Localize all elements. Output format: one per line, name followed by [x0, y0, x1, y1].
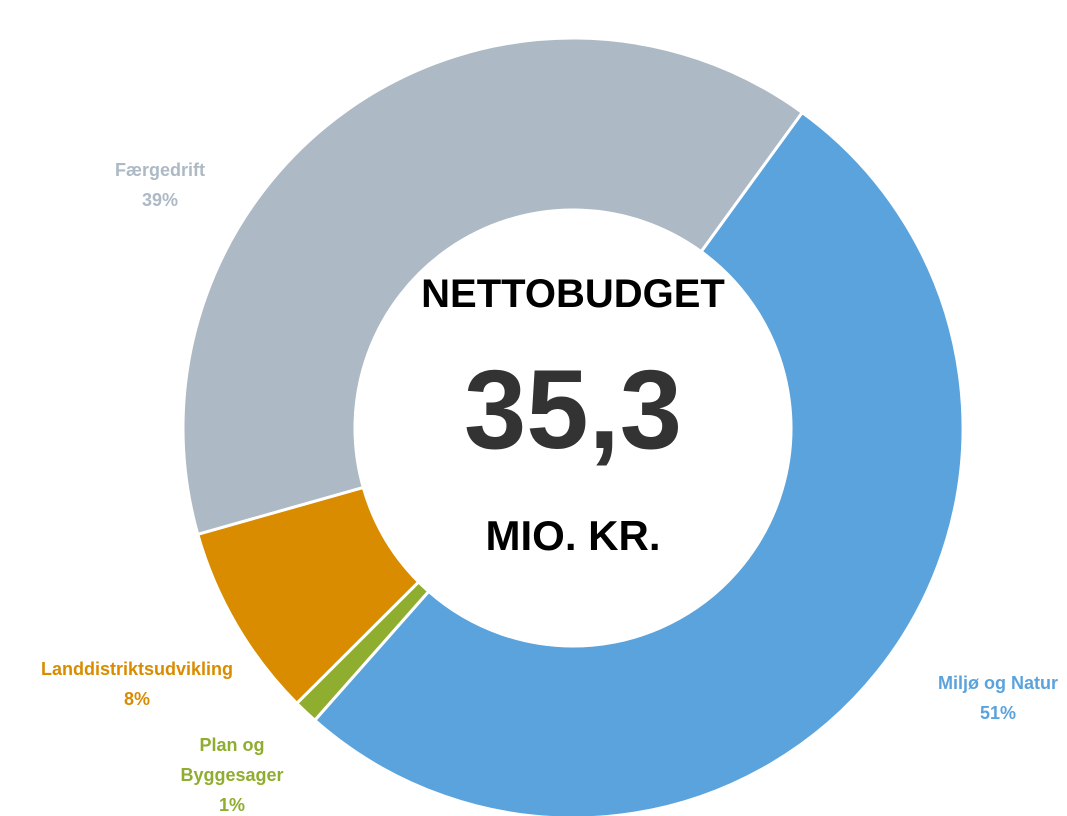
value-label: 51% — [979, 703, 1017, 723]
center-value: 35,3 — [464, 347, 682, 472]
slice-label: Færgedrift 39% — [80, 155, 240, 215]
donut-slice — [312, 110, 965, 816]
slice-label: Landdistriktsudvikling 8% — [7, 654, 267, 714]
category-label: Miljø og Natur — [938, 673, 1058, 693]
value-label: 1% — [218, 795, 245, 815]
category-label: Landdistriktsudvikling — [40, 659, 234, 679]
category-label: Plan og Byggesager — [180, 735, 284, 785]
category-label: Færgedrift — [115, 160, 205, 180]
slice-label: Miljø og Natur 51% — [888, 668, 1067, 728]
center-unit: MIO. KR. — [485, 512, 661, 559]
center-title: NETTOBUDGET — [421, 272, 725, 316]
donut-slice — [181, 36, 805, 537]
slice-label: Plan og Byggesager 1% — [167, 730, 297, 816]
value-label: 8% — [123, 689, 150, 709]
value-label: 39% — [141, 190, 179, 210]
